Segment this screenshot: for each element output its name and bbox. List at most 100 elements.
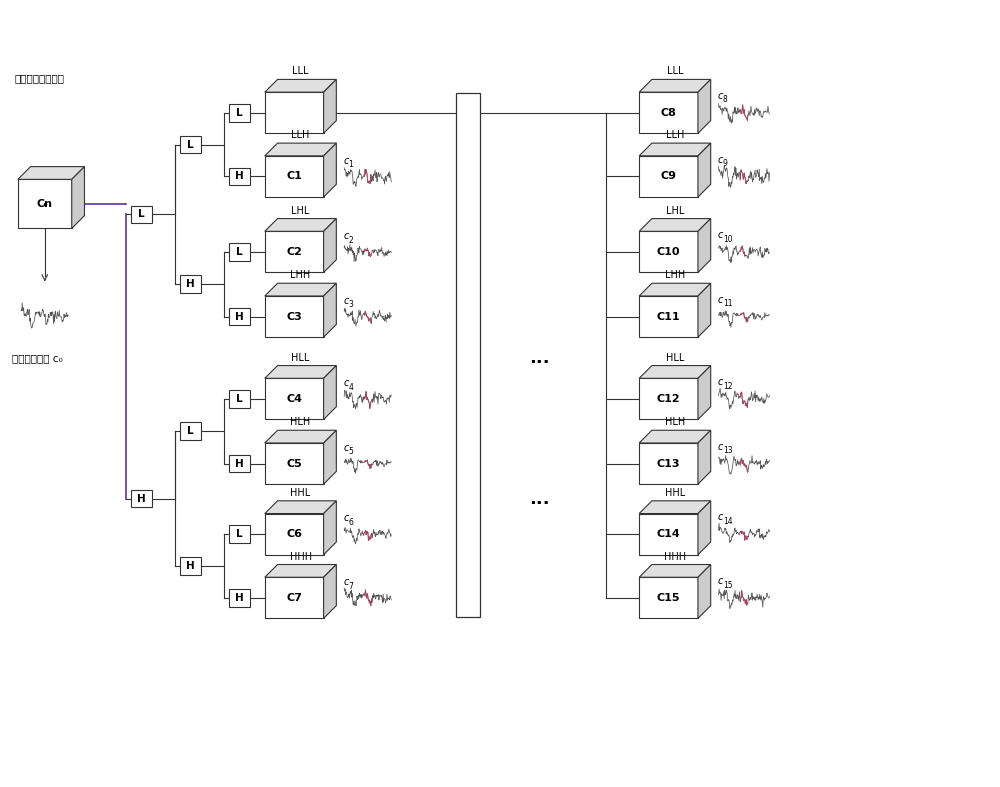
- Text: LHL: LHL: [666, 205, 684, 216]
- Text: LHH: LHH: [290, 270, 311, 280]
- Polygon shape: [265, 379, 324, 419]
- Text: ...: ...: [529, 349, 550, 367]
- Polygon shape: [324, 564, 336, 619]
- Text: LHL: LHL: [291, 205, 310, 216]
- Polygon shape: [265, 283, 336, 296]
- Polygon shape: [324, 283, 336, 337]
- Text: c: c: [343, 379, 349, 388]
- Polygon shape: [265, 143, 336, 156]
- Text: c: c: [718, 442, 723, 452]
- Polygon shape: [698, 79, 711, 133]
- Text: c: c: [718, 576, 723, 586]
- Text: 6: 6: [349, 518, 353, 527]
- Text: HLL: HLL: [291, 353, 310, 363]
- Text: H: H: [186, 561, 195, 571]
- Text: 13: 13: [723, 446, 733, 456]
- Text: L: L: [187, 427, 194, 436]
- Text: LLL: LLL: [667, 66, 683, 76]
- Polygon shape: [698, 564, 711, 619]
- Text: 5: 5: [349, 447, 353, 456]
- Polygon shape: [698, 143, 711, 197]
- Text: HHL: HHL: [290, 488, 311, 498]
- Polygon shape: [18, 179, 72, 228]
- Text: 4: 4: [349, 382, 353, 392]
- FancyBboxPatch shape: [229, 308, 250, 325]
- Text: L: L: [187, 139, 194, 150]
- Text: H: H: [235, 172, 244, 182]
- Text: C4: C4: [286, 394, 302, 404]
- Text: C12: C12: [657, 394, 680, 404]
- Polygon shape: [265, 296, 324, 337]
- Polygon shape: [265, 564, 336, 577]
- FancyBboxPatch shape: [131, 490, 152, 508]
- Text: C13: C13: [657, 459, 680, 468]
- Text: LHH: LHH: [665, 270, 685, 280]
- Text: c: c: [343, 231, 349, 241]
- Text: C14: C14: [657, 529, 680, 539]
- Text: HLH: HLH: [665, 417, 685, 427]
- Text: C6: C6: [286, 529, 302, 539]
- Text: C15: C15: [657, 593, 680, 603]
- Polygon shape: [324, 366, 336, 419]
- Bar: [456, 93, 480, 618]
- Text: c: c: [343, 513, 349, 523]
- Text: 15: 15: [723, 581, 733, 589]
- Polygon shape: [639, 92, 698, 133]
- Text: L: L: [236, 394, 243, 404]
- FancyBboxPatch shape: [229, 243, 250, 260]
- Text: 3: 3: [349, 301, 353, 309]
- Polygon shape: [265, 156, 324, 197]
- Polygon shape: [639, 296, 698, 337]
- Polygon shape: [639, 514, 698, 555]
- Text: C3: C3: [286, 312, 302, 322]
- Polygon shape: [698, 283, 711, 337]
- Polygon shape: [324, 219, 336, 272]
- Polygon shape: [265, 443, 324, 484]
- Polygon shape: [639, 219, 711, 231]
- Polygon shape: [324, 501, 336, 555]
- FancyBboxPatch shape: [180, 275, 201, 293]
- Text: c: c: [718, 155, 723, 164]
- Text: C7: C7: [286, 593, 302, 603]
- FancyBboxPatch shape: [229, 104, 250, 121]
- FancyBboxPatch shape: [229, 455, 250, 472]
- Text: 2: 2: [349, 235, 353, 245]
- Text: LLH: LLH: [666, 130, 684, 140]
- Polygon shape: [639, 366, 711, 379]
- Polygon shape: [639, 577, 698, 619]
- Text: c: c: [343, 156, 349, 166]
- Polygon shape: [18, 167, 84, 179]
- FancyBboxPatch shape: [131, 205, 152, 224]
- Polygon shape: [265, 231, 324, 272]
- Text: H: H: [186, 279, 195, 290]
- Polygon shape: [265, 79, 336, 92]
- Text: L: L: [236, 108, 243, 118]
- Polygon shape: [639, 443, 698, 484]
- Text: H: H: [235, 593, 244, 603]
- FancyBboxPatch shape: [229, 589, 250, 607]
- Polygon shape: [324, 430, 336, 484]
- Text: HHH: HHH: [290, 552, 312, 562]
- Text: LLH: LLH: [291, 130, 310, 140]
- Text: 8: 8: [723, 95, 728, 105]
- Polygon shape: [639, 430, 711, 443]
- Text: 12: 12: [723, 382, 732, 390]
- Polygon shape: [698, 219, 711, 272]
- Polygon shape: [639, 79, 711, 92]
- Polygon shape: [324, 79, 336, 133]
- Text: 9: 9: [723, 159, 728, 168]
- Text: HLL: HLL: [666, 353, 684, 363]
- Polygon shape: [265, 92, 324, 133]
- Polygon shape: [324, 143, 336, 197]
- Text: 1: 1: [349, 161, 353, 169]
- Polygon shape: [639, 156, 698, 197]
- Polygon shape: [639, 143, 711, 156]
- Polygon shape: [265, 219, 336, 231]
- Text: L: L: [236, 529, 243, 539]
- Text: 11: 11: [723, 299, 732, 309]
- Text: Cn: Cn: [37, 199, 53, 209]
- Text: 14: 14: [723, 517, 733, 526]
- Polygon shape: [72, 167, 84, 228]
- Text: c: c: [718, 295, 723, 305]
- Text: C8: C8: [661, 108, 676, 118]
